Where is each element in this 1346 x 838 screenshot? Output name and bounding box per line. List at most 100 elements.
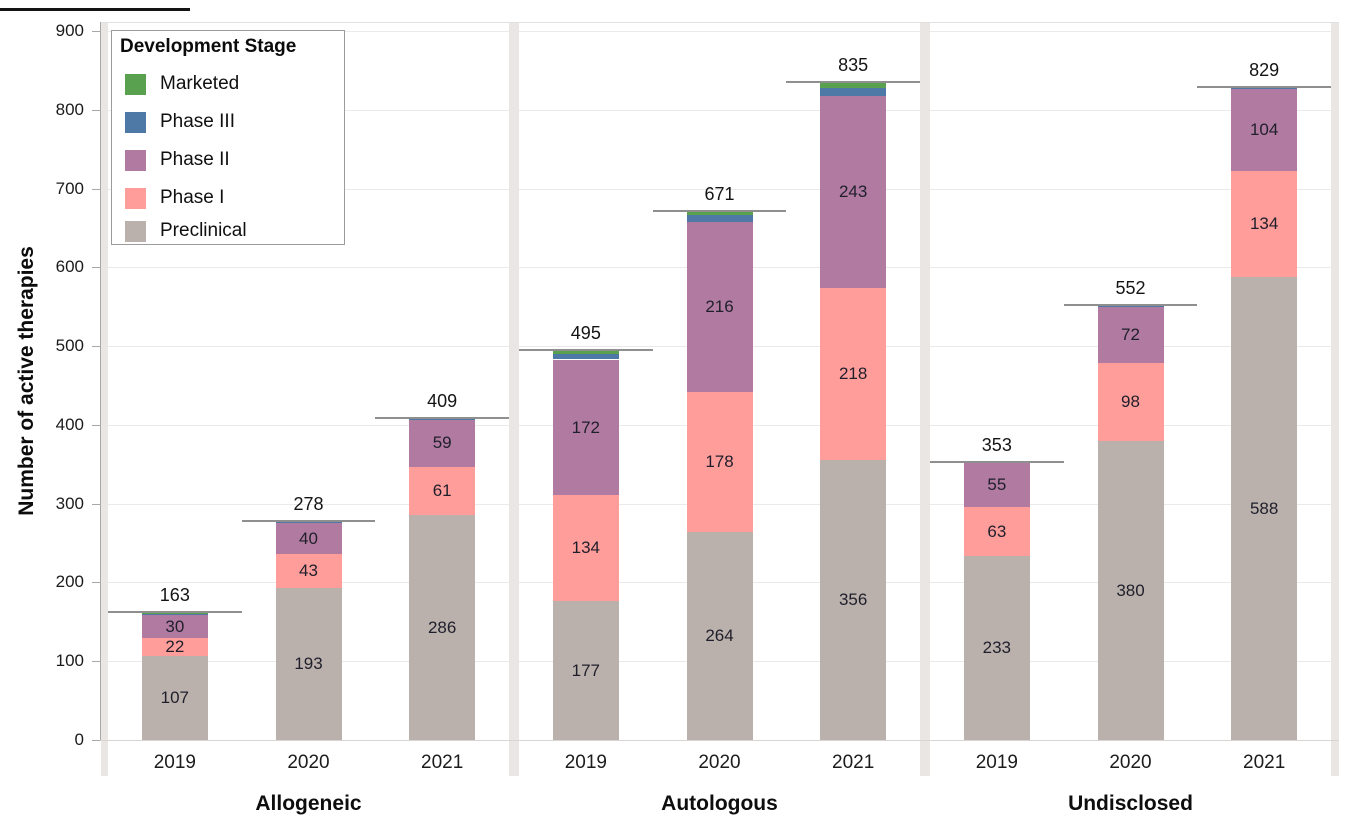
top-border-line [0,8,190,11]
facet-gutter [920,22,930,776]
y-tick-label: 400 [55,414,84,434]
bar-segment-phase-iii [686,215,753,222]
bar-segment-phase-i: 134 [552,495,619,601]
facet-label-autologous: Autologous [661,792,778,815]
bar-segment-value: 107 [160,687,190,707]
x-tick-label-year: 2020 [287,752,330,773]
legend-item-preclinical: Preclinical [125,219,247,243]
x-tick-label-year: 2020 [698,752,741,773]
bar-segment-value: 59 [432,433,452,453]
y-axis-tick [92,267,100,269]
bar-segment-phase-i: 178 [686,391,753,533]
legend-item-phase-iii: Phase III [125,110,235,134]
bar-total-label: 163 [159,584,190,605]
bar-segment-value: 216 [705,296,734,316]
gridline [108,267,509,269]
gridline [930,109,1331,111]
bar-segment-value: 177 [571,660,601,680]
bar-segment-preclinical: 356 [820,459,887,740]
y-tick-label: 600 [55,257,84,277]
bar-segment-marketed [141,611,208,614]
bar-total-label: 835 [838,55,869,76]
phase-ii-swatch-icon [125,149,146,171]
bar-segment-value: 243 [838,182,868,202]
bar-segment-value: 172 [571,417,601,437]
bar-total-label: 495 [570,323,601,344]
y-axis-tick [92,109,100,111]
bar-segment-value: 43 [299,561,318,581]
bar-segment-phase-iii [552,353,619,360]
bar-total-label: 409 [427,390,458,411]
bar-segment-phase-ii: 40 [275,522,342,555]
bar-segment-value: 61 [432,480,452,500]
preclinical-swatch-icon [125,220,146,242]
gridline [930,31,1331,32]
y-tick-label: 700 [55,178,84,198]
bar-segment-phase-ii: 216 [686,221,753,392]
y-axis-tick [92,503,100,505]
bar-segment-value: 218 [838,363,868,383]
bar-segment-preclinical: 193 [275,587,342,740]
bar-segment-preclinical: 380 [1097,440,1164,740]
gridline [519,31,920,32]
gridline [519,109,920,111]
bar-segment-value: 380 [1116,580,1145,600]
y-axis-tick [92,346,100,348]
bar-segment-preclinical: 233 [963,556,1030,740]
bar-segment-phase-ii: 104 [1231,89,1298,172]
bar-segment-phase-i: 218 [820,287,887,460]
gridline [519,188,920,190]
bar-total-label: 353 [981,434,1012,455]
y-tick-label: 800 [55,99,84,119]
bar-segment-value: 193 [294,653,323,673]
bar-segment-value: 63 [987,521,1007,541]
y-axis-tick [92,31,100,32]
bar-segment-value: 264 [705,626,734,646]
x-tick-label-year: 2020 [1109,752,1152,773]
bar-segment-phase-i: 63 [963,506,1030,557]
bar-total-label: 671 [704,184,735,205]
bar-segment-phase-ii: 30 [141,614,208,639]
bar-segment-phase-iii [409,419,476,421]
legend-item-label: Phase III [160,111,235,132]
bar-segment-value: 286 [427,617,457,637]
bar-segment-value: 22 [165,637,185,657]
x-tick-label-year: 2019 [975,752,1018,773]
x-axis-line [100,740,1339,741]
y-tick-label: 0 [74,730,84,749]
bar-segment-phase-i: 22 [141,637,208,657]
legend-item-label: Phase II [160,149,230,170]
bar-total-label: 829 [1249,59,1280,80]
bar-segment-value: 30 [165,616,185,636]
x-tick-label-year: 2021 [832,752,875,773]
legend-item-marketed: Marketed [125,72,239,96]
bar-segment-value: 72 [1121,324,1140,344]
y-tick-label: 300 [55,493,84,513]
bar-segment-phase-iii [141,613,208,615]
bar-segment-phase-i: 43 [275,554,342,588]
gridline [930,267,1331,269]
y-axis-tick [92,582,100,584]
bar-segment-phase-i: 134 [1231,171,1298,277]
bar-segment-phase-ii: 55 [963,463,1030,507]
bar-total-line [375,416,509,419]
bar-segment-marketed [820,82,887,88]
bar-segment-phase-ii: 59 [409,420,476,467]
legend-item-phase-i: Phase I [125,186,224,210]
legend-item-label: Marketed [160,73,240,94]
bar-total-label: 278 [293,493,324,514]
bar-segment-marketed [686,211,753,216]
bar-segment-preclinical: 264 [686,532,753,740]
bar-total-line [108,610,242,613]
y-tick-label: 200 [55,572,84,592]
bar-segment-preclinical: 177 [552,600,619,740]
bar-segment-value: 178 [705,451,734,471]
bar-segment-value: 588 [1249,498,1279,518]
phase-i-swatch-icon [125,187,146,209]
bar-total-line [786,81,920,84]
gridline [930,188,1331,190]
bar-segment-phase-ii: 172 [552,359,619,495]
bar-total-label: 552 [1115,278,1146,299]
y-axis-tick [92,661,100,663]
facet-gutter [509,22,519,776]
